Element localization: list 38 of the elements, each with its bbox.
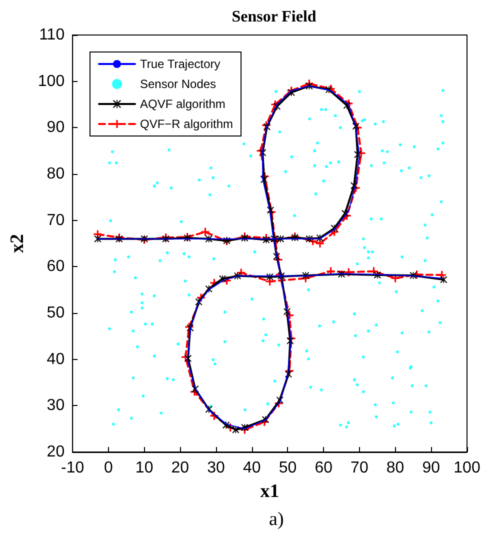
point (277, 235, 284, 242)
y-tick-label: 110 (39, 26, 65, 44)
x-tick-label: 80 (386, 460, 404, 476)
point (338, 270, 346, 278)
legend-label: AQVF algorithm (140, 97, 226, 111)
y-tick-label: 40 (46, 350, 65, 368)
x-tick-label: 10 (135, 460, 154, 476)
x-tick-label: 70 (350, 460, 368, 476)
x-tick-label: 40 (242, 460, 261, 476)
x-tick-label: 60 (314, 460, 333, 476)
y-tick-label: 20 (46, 444, 65, 460)
x-tick-label: 30 (207, 460, 226, 476)
y-tick-label: 30 (46, 397, 65, 414)
legend-label: QVF−R algorithm (140, 117, 234, 131)
y-axis-title: x2 (7, 234, 28, 253)
point (302, 272, 310, 279)
x-tick-label: 0 (104, 460, 113, 476)
x-axis-title: x1 (260, 481, 280, 502)
y-tick-label: 60 (46, 258, 65, 276)
legend-label: True Trajectory (140, 57, 220, 71)
x-tick-label: 50 (278, 460, 297, 476)
legend-label: Sensor Nodes (140, 77, 216, 91)
x-tick-label: 90 (422, 460, 440, 476)
x-tick-label: -10 (61, 460, 84, 476)
point (201, 228, 210, 236)
point (234, 272, 242, 280)
x-tick-label: 100 (454, 460, 480, 476)
text: a) (268, 509, 284, 530)
point (316, 240, 324, 248)
chart-title: Sensor Field (232, 8, 316, 26)
y-tick-label: 90 (46, 119, 65, 136)
y-tick-label: 80 (46, 166, 65, 182)
point (266, 277, 274, 286)
point (374, 272, 381, 279)
y-tick-label: 50 (46, 304, 65, 322)
x-tick-label: 20 (171, 460, 190, 476)
y-tick-label: 100 (38, 72, 65, 90)
y-tick-label: 70 (46, 212, 65, 229)
